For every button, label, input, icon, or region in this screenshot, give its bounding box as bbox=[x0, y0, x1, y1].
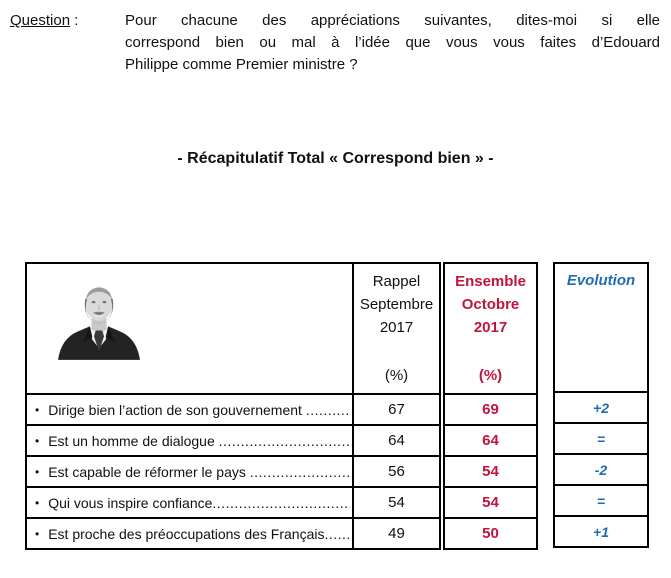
rappel-unit-label: (%) bbox=[384, 367, 409, 384]
evolution-table: Evolution +2 = -2 = +1 bbox=[553, 262, 649, 548]
dot-leader: ........................................… bbox=[249, 463, 350, 480]
evolution-value: +1 bbox=[553, 515, 649, 548]
rappel-value: 64 bbox=[352, 424, 443, 457]
question-text-line: Philippe comme Premier ministre ? bbox=[125, 56, 358, 73]
evolution-value: -2 bbox=[553, 453, 649, 486]
evolution-header-label: Evolution bbox=[566, 272, 636, 289]
portrait-photo-icon bbox=[53, 276, 145, 360]
table-row: • Est capable de réformer le pays ......… bbox=[25, 455, 538, 488]
rappel-value: 54 bbox=[352, 486, 443, 519]
question-block: Question : Pour chacune des appréciation… bbox=[0, 0, 671, 76]
row-label-cell: • Dirige bien l’action de son gouverneme… bbox=[25, 393, 354, 426]
table-header-row: Rappel Septembre 2017 (%) Ensemble Octob… bbox=[25, 262, 538, 395]
results-area: Rappel Septembre 2017 (%) Ensemble Octob… bbox=[25, 262, 671, 550]
dot-leader: ........................................… bbox=[218, 432, 350, 449]
ensemble-header-text: Ensemble Octobre 2017 bbox=[455, 273, 526, 336]
rappel-value: 49 bbox=[352, 517, 443, 550]
table-row: • Dirige bien l’action de son gouverneme… bbox=[25, 393, 538, 426]
evolution-header-cell: Evolution bbox=[553, 262, 649, 393]
photo-cell bbox=[25, 262, 354, 395]
edouard-philippe-photo bbox=[53, 272, 145, 364]
dot-leader: ........................................… bbox=[305, 401, 350, 418]
row-label-cell: • Qui vous inspire confiance ...........… bbox=[25, 486, 354, 519]
ensemble-value: 69 bbox=[439, 393, 538, 426]
table-row: +1 bbox=[553, 515, 649, 548]
ensemble-value: 64 bbox=[439, 424, 538, 457]
ensemble-value: 54 bbox=[439, 455, 538, 488]
table-row: -2 bbox=[553, 453, 649, 486]
evolution-header-row: Evolution bbox=[553, 262, 649, 393]
rappel-value: 56 bbox=[352, 455, 443, 488]
dot-leader: ........................................… bbox=[212, 494, 350, 511]
question-label: Question : bbox=[10, 10, 125, 76]
bullet-icon: • bbox=[35, 526, 40, 541]
dot-leader: ........................................… bbox=[324, 525, 350, 542]
ensemble-header-cell: Ensemble Octobre 2017 (%) bbox=[439, 262, 538, 395]
rappel-header-text: Rappel Septembre 2017 bbox=[359, 273, 434, 336]
table-row: +2 bbox=[553, 391, 649, 424]
question-text-line: Pour chacune des appréciations suivantes… bbox=[125, 12, 660, 29]
row-label-cell: • Est capable de réformer le pays ......… bbox=[25, 455, 354, 488]
bullet-icon: • bbox=[35, 495, 40, 510]
ensemble-value: 50 bbox=[439, 517, 538, 550]
rappel-header-cell: Rappel Septembre 2017 (%) bbox=[352, 262, 443, 395]
question-text: Pour chacune des appréciations suivantes… bbox=[125, 10, 660, 76]
question-text-line: correspond bien ou mal à l’idée que vous… bbox=[125, 34, 660, 51]
ensemble-value: 54 bbox=[439, 486, 538, 519]
table-row: • Qui vous inspire confiance ...........… bbox=[25, 486, 538, 519]
question-label-word: Question bbox=[10, 12, 71, 29]
row-label-cell: • Est un homme de dialogue .............… bbox=[25, 424, 354, 457]
table-row: • Est proche des préoccupations des Fran… bbox=[25, 517, 538, 550]
evolution-value: = bbox=[553, 484, 649, 517]
table-row: • Est un homme de dialogue .............… bbox=[25, 424, 538, 457]
bullet-icon: • bbox=[35, 464, 40, 479]
results-table: Rappel Septembre 2017 (%) Ensemble Octob… bbox=[25, 262, 538, 550]
question-label-colon: : bbox=[70, 12, 79, 29]
evolution-value: +2 bbox=[553, 391, 649, 424]
bullet-icon: • bbox=[35, 402, 40, 417]
table-row: = bbox=[553, 422, 649, 455]
table-row: = bbox=[553, 484, 649, 517]
section-title: - Récapitulatif Total « Correspond bien … bbox=[177, 150, 494, 167]
rappel-value: 67 bbox=[352, 393, 443, 426]
evolution-value: = bbox=[553, 422, 649, 455]
bullet-icon: • bbox=[35, 433, 40, 448]
row-label-cell: • Est proche des préoccupations des Fran… bbox=[25, 517, 354, 550]
ensemble-unit-label: (%) bbox=[478, 367, 503, 384]
